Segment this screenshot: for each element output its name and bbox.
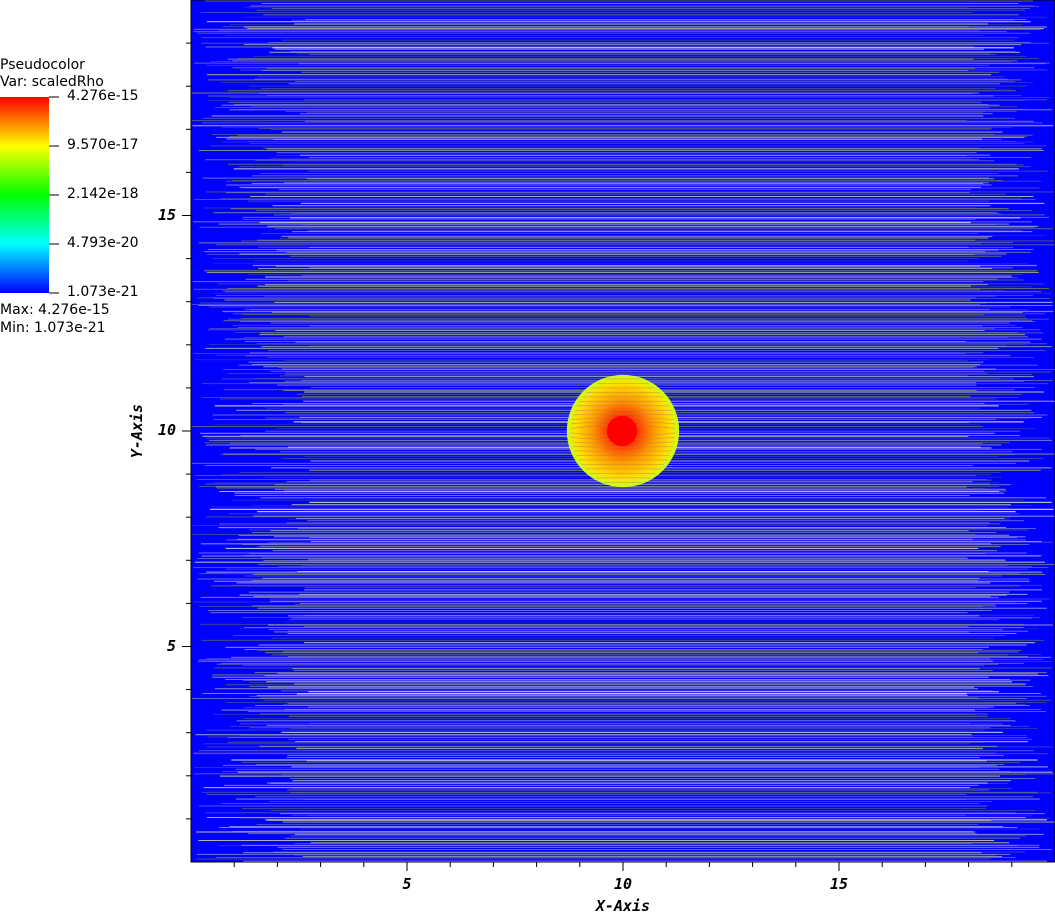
density-core [607,416,637,446]
legend-min: Min: 1.073e-21 [0,320,106,336]
plot-area [191,0,1055,862]
y-axis-title: Y-Axis [128,404,146,458]
colorbar-label: 9.570e-17 [67,137,139,153]
x-tick-label: 5 [387,875,427,893]
y-tick-label: 5 [136,637,176,655]
legend-max: Max: 4.276e-15 [0,302,110,318]
colorbar-label: 4.793e-20 [67,235,139,251]
y-axis-ticks [182,43,191,819]
legend-plot-type: Pseudocolor [0,57,85,73]
colorbar-ticks [49,97,59,293]
x-axis-title: X-Axis [596,897,650,915]
x-tick-label: 15 [819,875,859,893]
colorbar-label: 2.142e-18 [67,186,139,202]
colorbar-label: 4.276e-15 [67,88,139,104]
colorbar [0,97,49,293]
x-axis-ticks [234,862,1012,871]
colorbar-label: 1.073e-21 [67,284,139,300]
y-tick-label: 15 [136,206,176,224]
x-tick-label: 10 [603,875,643,893]
